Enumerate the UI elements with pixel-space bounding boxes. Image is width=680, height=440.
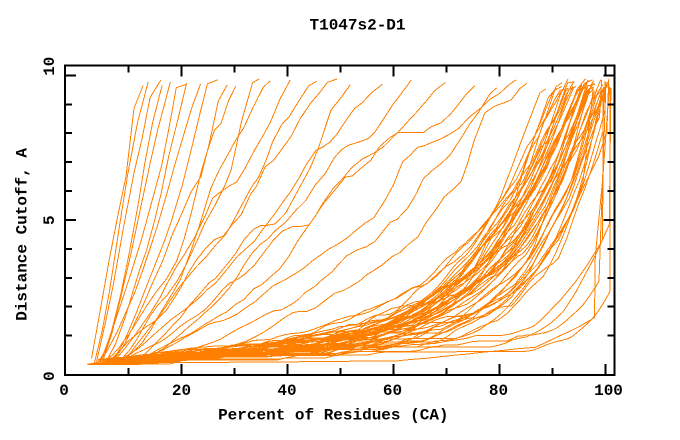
svg-text:5: 5 [41,215,59,225]
svg-text:60: 60 [383,382,402,400]
svg-text:Percent of Residues (CA): Percent of Residues (CA) [218,407,448,425]
svg-text:10: 10 [41,57,59,76]
svg-text:40: 40 [277,382,296,400]
svg-text:0: 0 [59,382,69,400]
svg-text:80: 80 [489,382,508,400]
svg-text:20: 20 [172,382,191,400]
svg-text:0: 0 [41,371,59,381]
svg-text:Distance Cutoff, A: Distance Cutoff, A [14,148,32,321]
svg-text:100: 100 [594,382,623,400]
svg-text:T1047s2-D1: T1047s2-D1 [309,17,405,35]
